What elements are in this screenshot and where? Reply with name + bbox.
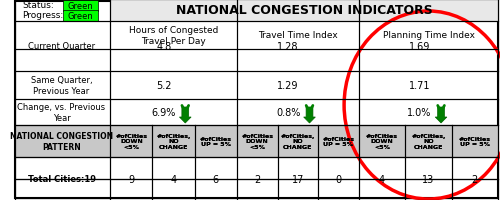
Text: 0.8%: 0.8% [276,107,300,117]
FancyArrow shape [304,107,316,123]
Text: #ofCities,
NO
CHANGE: #ofCities, NO CHANGE [156,133,191,150]
Text: #ofCities
UP = 5%: #ofCities UP = 5% [459,136,491,147]
FancyBboxPatch shape [64,1,98,12]
Text: #ofCities
DOWN
<5%: #ofCities DOWN <5% [366,133,398,150]
FancyBboxPatch shape [64,11,98,22]
Text: #ofCities
UP = 5%: #ofCities UP = 5% [200,136,232,147]
FancyArrow shape [435,107,447,123]
Text: 2: 2 [472,174,478,184]
Text: #ofCities
UP = 5%: #ofCities UP = 5% [200,136,232,147]
Text: #ofCities,
NO
CHANGE: #ofCities, NO CHANGE [411,133,446,150]
Text: 1.29: 1.29 [278,81,299,91]
Text: Travel Time Index: Travel Time Index [258,31,338,40]
Text: Status:: Status: [22,1,54,10]
Text: #ofCities,
NO
CHANGE: #ofCities, NO CHANGE [411,133,446,150]
FancyBboxPatch shape [110,125,237,157]
Text: 5.2: 5.2 [156,81,172,91]
Text: 1.0%: 1.0% [408,107,432,117]
Text: 4: 4 [379,174,385,184]
Text: Total Cities:19: Total Cities:19 [28,175,96,184]
FancyBboxPatch shape [358,125,498,157]
Text: #ofCities
DOWN
<5%: #ofCities DOWN <5% [116,133,148,150]
Text: 4: 4 [170,174,176,184]
Text: 1.69: 1.69 [409,42,430,52]
Text: #ofCities
DOWN
<5%: #ofCities DOWN <5% [366,133,398,150]
Text: #ofCities,
NO
CHANGE: #ofCities, NO CHANGE [280,133,315,150]
Text: 9: 9 [128,174,134,184]
Text: #ofCities
UP = 5%: #ofCities UP = 5% [322,136,354,147]
Text: 2: 2 [254,174,260,184]
Text: #ofCities,
NO
CHANGE: #ofCities, NO CHANGE [156,133,191,150]
Text: 13: 13 [422,174,434,184]
Text: 0: 0 [336,174,342,184]
Text: NATIONAL CONGESTION
PATTERN: NATIONAL CONGESTION PATTERN [10,132,113,151]
FancyBboxPatch shape [110,0,498,22]
FancyBboxPatch shape [237,125,358,157]
Text: Hours of Congested
Travel Per Day: Hours of Congested Travel Per Day [129,26,218,45]
Text: Planning Time Index: Planning Time Index [384,31,476,40]
FancyBboxPatch shape [15,2,498,198]
Text: 1.71: 1.71 [409,81,430,91]
Text: 4.8: 4.8 [156,42,172,52]
Text: #ofCities
UP = 5%: #ofCities UP = 5% [459,136,491,147]
FancyArrow shape [180,107,191,123]
Text: #ofCities
UP = 5%: #ofCities UP = 5% [322,136,354,147]
Text: Same Quarter,
Previous Year: Same Quarter, Previous Year [30,76,92,95]
Text: Green: Green [67,2,93,11]
Text: Green: Green [67,12,93,21]
Text: Current Quarter: Current Quarter [28,42,95,51]
Text: 6: 6 [212,174,219,184]
Text: #ofCities,
NO
CHANGE: #ofCities, NO CHANGE [280,133,315,150]
Text: Change, vs. Previous
Year: Change, vs. Previous Year [18,103,106,122]
Text: Progress:: Progress: [22,11,64,20]
Text: NATIONAL CONGESTION INDICATORS: NATIONAL CONGESTION INDICATORS [176,4,432,17]
Text: #ofCities
DOWN
<5%: #ofCities DOWN <5% [241,133,273,150]
Text: #ofCities
DOWN
<5%: #ofCities DOWN <5% [116,133,148,150]
Text: #ofCities
DOWN
<5%: #ofCities DOWN <5% [241,133,273,150]
FancyBboxPatch shape [15,125,110,157]
Text: 17: 17 [292,174,304,184]
Text: 1.28: 1.28 [278,42,299,52]
Text: 6.9%: 6.9% [152,107,176,117]
